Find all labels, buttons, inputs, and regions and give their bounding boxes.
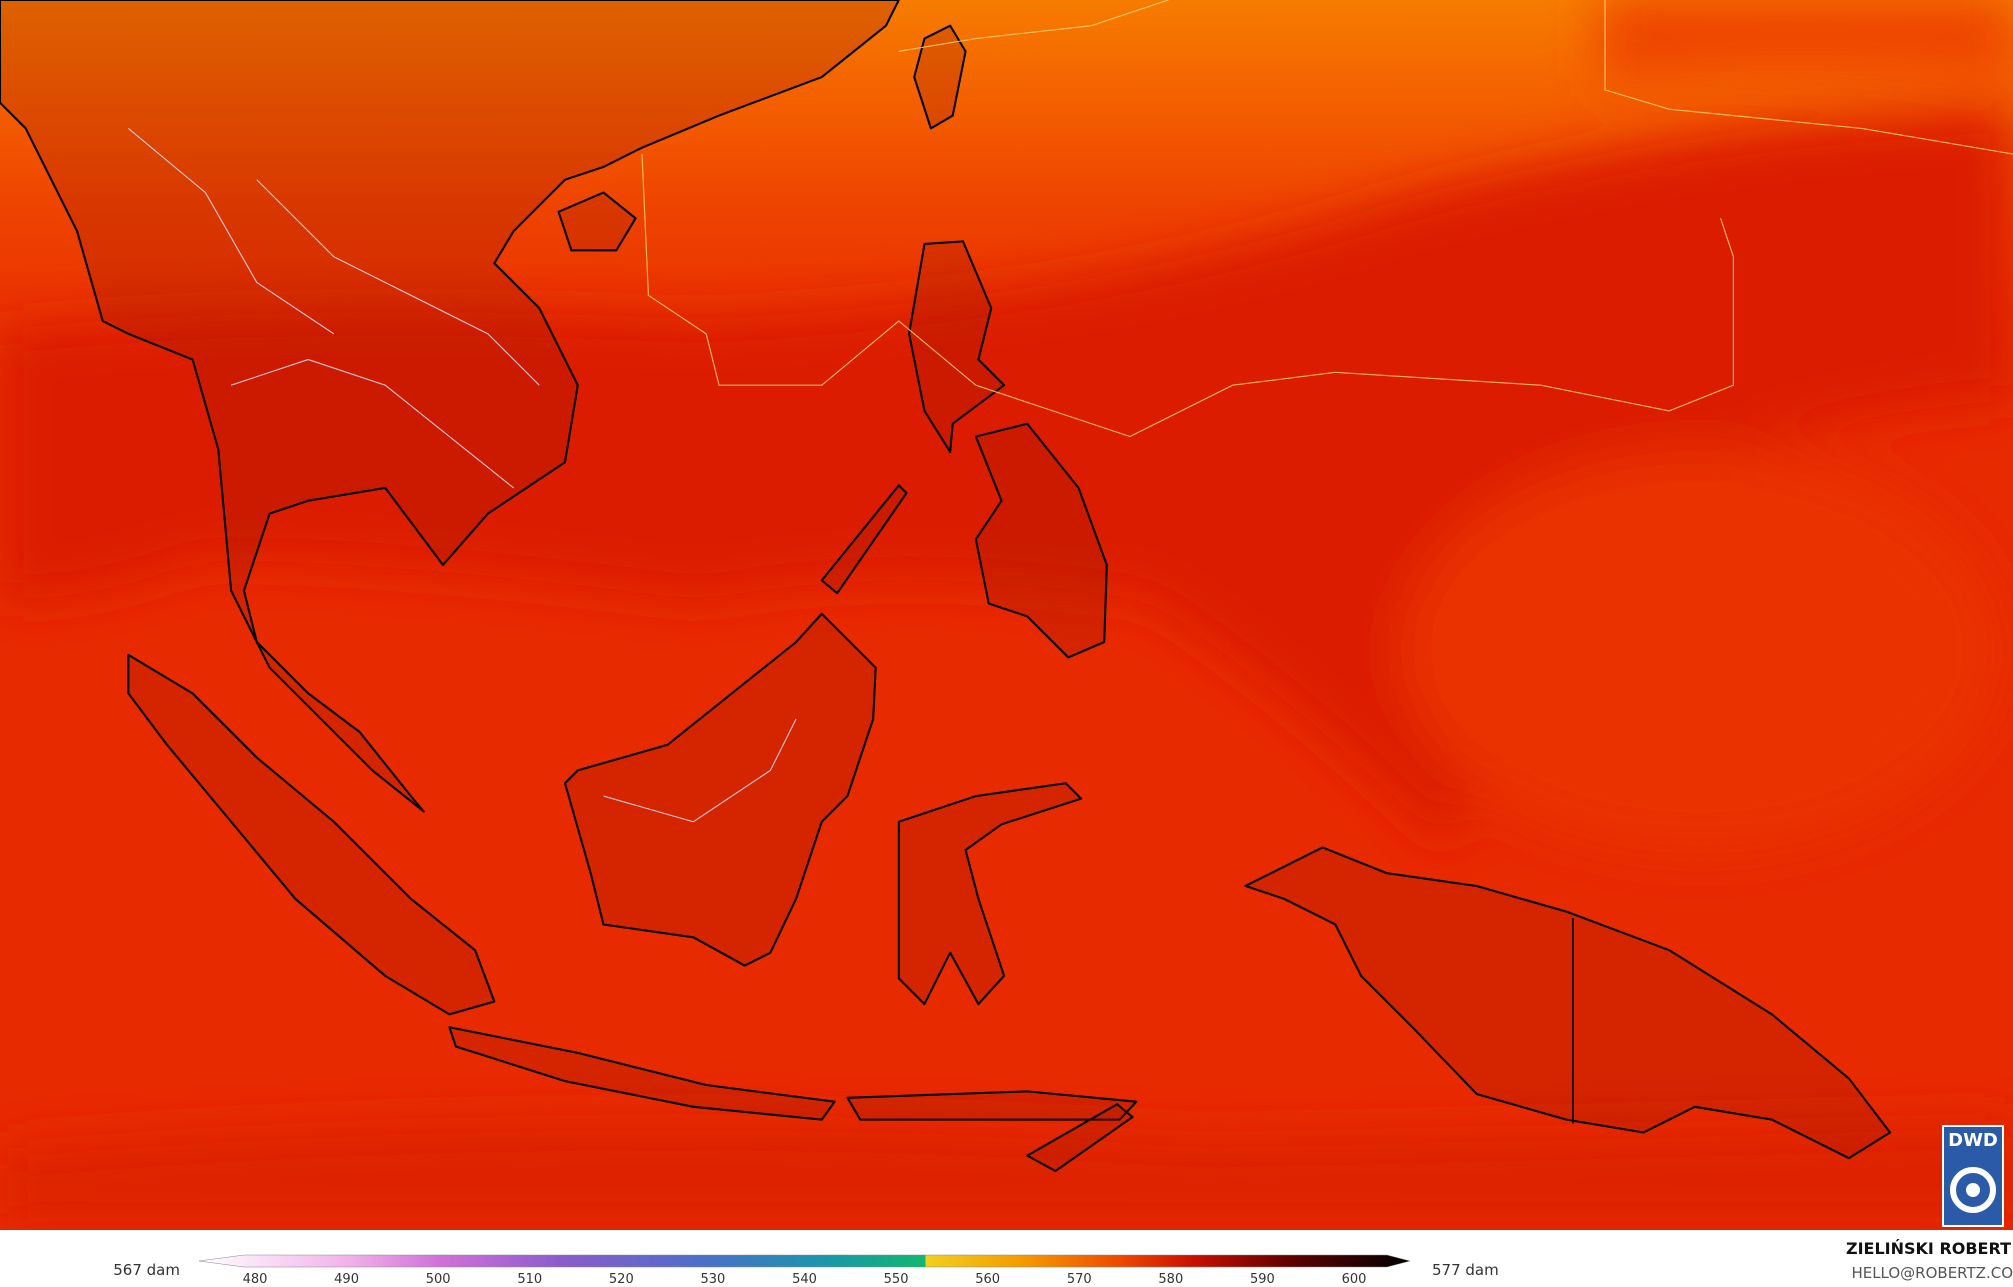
color-legend: 567 dam 577 dam 480 490 500 510 520 530 540 550… bbox=[113, 1254, 1499, 1287]
timor bbox=[1026, 1103, 1134, 1173]
legend-tick-label: 510 bbox=[517, 1272, 542, 1287]
isobar bbox=[898, 0, 1169, 52]
new-guinea bbox=[1244, 846, 1892, 1160]
java bbox=[448, 1026, 836, 1121]
legend-tick-label: 560 bbox=[975, 1272, 1000, 1287]
border bbox=[256, 179, 540, 386]
palawan bbox=[820, 484, 908, 595]
isobar bbox=[1604, 0, 2013, 155]
legend-tick-label: 480 bbox=[243, 1272, 268, 1287]
mainland-asia bbox=[0, 0, 900, 813]
colorbar bbox=[198, 1254, 1411, 1268]
logo-swirl bbox=[1950, 1167, 1996, 1213]
legend-tick-label: 500 bbox=[426, 1272, 451, 1287]
border bbox=[230, 358, 514, 489]
legend-tick-label: 590 bbox=[1250, 1272, 1275, 1287]
border bbox=[128, 127, 335, 335]
map bbox=[0, 0, 2013, 1230]
height-field bbox=[0, 0, 2013, 1230]
legend-tick-label: 490 bbox=[334, 1272, 359, 1287]
legend-tick-label: 550 bbox=[884, 1272, 909, 1287]
legend-tick-label: 600 bbox=[1342, 1272, 1367, 1287]
logo: DWD bbox=[1942, 1125, 2004, 1227]
hainan bbox=[557, 191, 637, 252]
logo-text: DWD bbox=[1948, 1130, 1998, 1151]
legend-tick-label: 540 bbox=[792, 1272, 817, 1287]
author-email: HELLO@ROBERTZ.CO bbox=[1851, 1264, 2013, 1282]
visayas-mindanao bbox=[974, 422, 1108, 659]
legend-tick-label: 530 bbox=[701, 1272, 726, 1287]
borneo bbox=[563, 612, 877, 967]
author-name: ZIELIŃSKI ROBERT bbox=[1846, 1239, 2011, 1258]
sulawesi bbox=[897, 782, 1083, 1006]
legend-max-label: 577 dam bbox=[1432, 1261, 1499, 1279]
coastlines bbox=[0, 0, 2013, 1173]
isobar bbox=[641, 154, 1734, 438]
legend-min-label: 567 dam bbox=[113, 1261, 180, 1279]
sumatra bbox=[127, 653, 496, 1016]
taiwan bbox=[913, 24, 967, 130]
lesser-sunda bbox=[846, 1090, 1138, 1121]
legend-tick-label: 520 bbox=[609, 1272, 634, 1287]
logo-swirl-core bbox=[1966, 1183, 1980, 1197]
luzon bbox=[908, 240, 1006, 453]
legend-tick-label: 580 bbox=[1158, 1272, 1183, 1287]
legend-tick-label: 570 bbox=[1067, 1272, 1092, 1287]
border bbox=[603, 718, 797, 823]
